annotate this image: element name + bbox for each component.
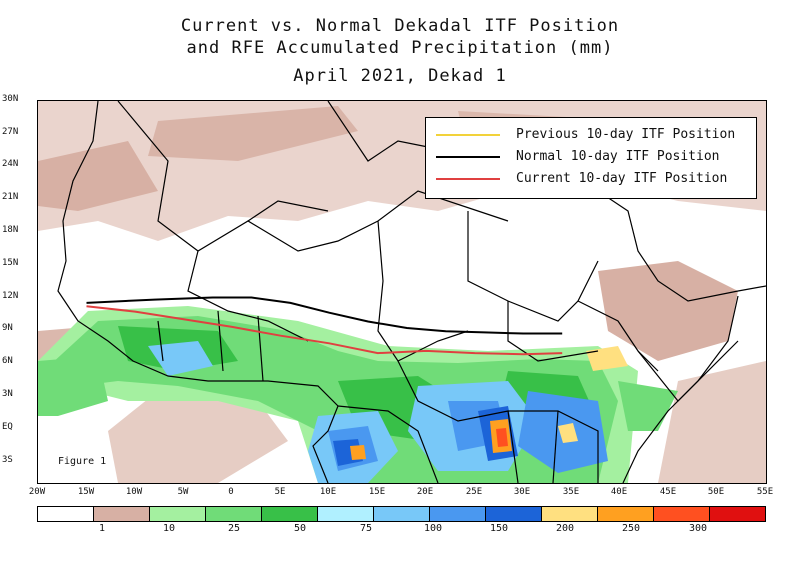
lon-label: 25E <box>465 487 483 497</box>
colorbar-label: 300 <box>688 523 708 534</box>
lat-label: 18N <box>2 225 19 235</box>
itf-legend: Previous 10-day ITF Position Normal 10-d… <box>425 117 757 199</box>
legend-current-label: Current 10-day ITF Position <box>516 171 728 186</box>
legend-current: Current 10-day ITF Position <box>436 170 751 188</box>
lon-label: 35E <box>562 487 580 497</box>
lon-label: 15E <box>368 487 386 497</box>
colorbar-segment <box>542 507 598 521</box>
colorbar-segment <box>654 507 710 521</box>
legend-normal: Normal 10-day ITF Position <box>436 148 751 166</box>
colorbar-segment <box>486 507 542 521</box>
itf-normal-line <box>86 296 563 335</box>
colorbar-label: 150 <box>489 523 509 534</box>
lon-label: 5E <box>274 487 286 497</box>
colorbar-segment <box>38 507 94 521</box>
lat-label: 21N <box>2 192 19 202</box>
colorbar-segment <box>150 507 206 521</box>
colorbar-label: 250 <box>621 523 641 534</box>
legend-current-swatch <box>436 178 500 180</box>
colorbar-segment <box>374 507 430 521</box>
colorbar-label: 200 <box>555 523 575 534</box>
legend-normal-swatch <box>436 156 500 158</box>
lon-label: 5W <box>177 487 189 497</box>
colorbar-label: 75 <box>359 523 373 534</box>
lat-label: 15N <box>2 258 19 268</box>
title-line-2: and RFE Accumulated Precipitation (mm) <box>186 38 614 58</box>
colorbar-segment <box>206 507 262 521</box>
colorbar-label: 1 <box>98 523 106 534</box>
lon-label: 10W <box>125 487 143 497</box>
colorbar-label: 100 <box>423 523 443 534</box>
lon-label: 20W <box>28 487 46 497</box>
lat-label: EQ <box>2 422 13 432</box>
title-line-3: April 2021, Dekad 1 <box>293 66 507 86</box>
lon-label: 15W <box>77 487 95 497</box>
title-line-1: Current vs. Normal Dekadal ITF Position <box>180 16 620 36</box>
colorbar-segment <box>430 507 486 521</box>
lat-label: 3S <box>2 455 13 465</box>
lat-label: 30N <box>2 94 19 104</box>
colorbar-segment <box>262 507 318 521</box>
colorbar-segment <box>94 507 150 521</box>
legend-previous-label: Previous 10-day ITF Position <box>516 127 736 142</box>
legend-normal-label: Normal 10-day ITF Position <box>516 149 720 164</box>
colorbar-label: 50 <box>293 523 307 534</box>
colorbar-segment <box>710 507 765 521</box>
lon-label: 30E <box>513 487 531 497</box>
lat-label: 12N <box>2 291 19 301</box>
figure-label: Figure 1 <box>58 456 107 467</box>
colorbar-segment <box>318 507 374 521</box>
lon-label: 45E <box>659 487 677 497</box>
lat-label: 6N <box>2 356 13 366</box>
itf-current-line <box>86 305 563 356</box>
legend-previous-swatch <box>436 134 500 136</box>
colorbar-segment <box>598 507 654 521</box>
lon-label: 50E <box>707 487 725 497</box>
colorbar-label: 10 <box>162 523 176 534</box>
lat-label: 27N <box>2 127 19 137</box>
lon-label: 20E <box>416 487 434 497</box>
lat-label: 9N <box>2 323 13 333</box>
legend-previous: Previous 10-day ITF Position <box>436 126 751 144</box>
colorbar-label: 25 <box>227 523 241 534</box>
lon-label: 40E <box>610 487 628 497</box>
lat-label: 3N <box>2 389 13 399</box>
lon-label: 10E <box>319 487 337 497</box>
lat-label: 24N <box>2 159 19 169</box>
lon-label: 0 <box>228 487 234 497</box>
lon-label: 55E <box>756 487 774 497</box>
boundaries <box>57 101 766 483</box>
precip-colorbar <box>37 506 766 522</box>
